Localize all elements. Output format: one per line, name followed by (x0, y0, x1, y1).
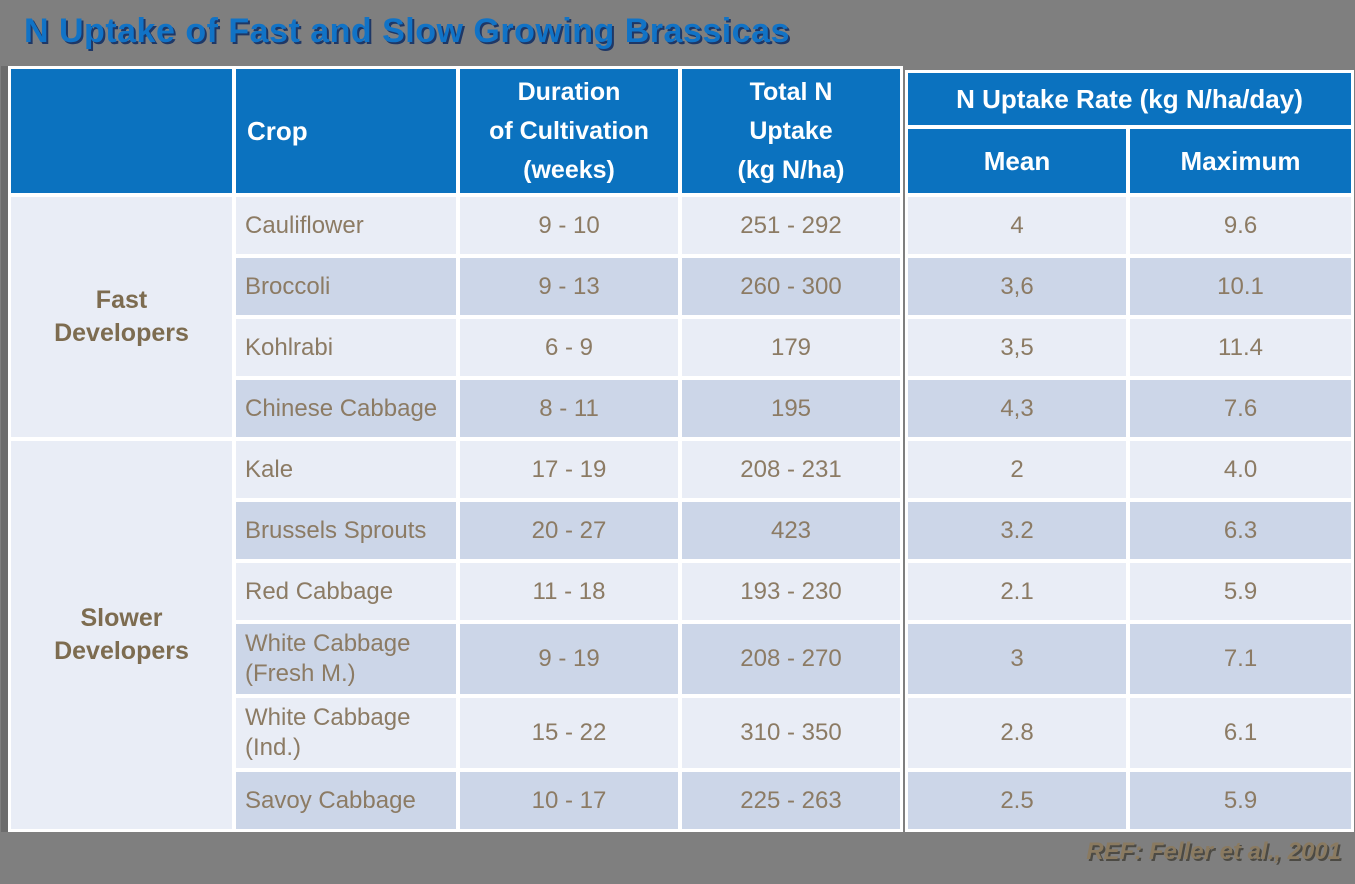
crop-cell: Kohlrabi (236, 319, 456, 376)
mean-cell: 4 (908, 197, 1126, 254)
duration-cell: 15 - 22 (460, 698, 678, 768)
header-line: Duration (517, 77, 621, 106)
crop-cell: White Cabbage (Fresh M.) (236, 624, 456, 694)
mean-cell: 3,5 (908, 319, 1126, 376)
header-line: Uptake (749, 116, 833, 145)
total-n-cell: 208 - 270 (682, 624, 900, 694)
header-corner-cell (11, 69, 232, 193)
crop-cell: White Cabbage (Ind.) (236, 698, 456, 768)
max-cell: 6.1 (1130, 698, 1351, 768)
mean-cell: 2.8 (908, 698, 1126, 768)
group-label-line: Developers (54, 637, 189, 665)
column-header-maximum: Maximum (1130, 129, 1351, 193)
total-n-cell: 179 (682, 319, 900, 376)
max-cell: 11.4 (1130, 319, 1351, 376)
group-label-line: Developers (54, 319, 189, 347)
mean-cell: 3.2 (908, 502, 1126, 559)
crop-cell: Cauliflower (236, 197, 456, 254)
mean-cell: 2 (908, 441, 1126, 498)
max-cell: 5.9 (1130, 772, 1351, 829)
crop-cell: Brussels Sprouts (236, 502, 456, 559)
total-n-cell: 208 - 231 (682, 441, 900, 498)
crop-cell: Savoy Cabbage (236, 772, 456, 829)
header-line: (weeks) (523, 155, 615, 184)
duration-cell: 20 - 27 (460, 502, 678, 559)
mean-cell: 2.5 (908, 772, 1126, 829)
uptake-rate-table: N Uptake Rate (kg N/ha/day) Mean Maximum… (905, 70, 1354, 832)
total-n-cell: 195 (682, 380, 900, 437)
group-label-slower-developers: Slower Developers (11, 441, 232, 829)
max-cell: 6.3 (1130, 502, 1351, 559)
total-n-cell: 251 - 292 (682, 197, 900, 254)
crop-cell: Chinese Cabbage (236, 380, 456, 437)
crop-cell: Broccoli (236, 258, 456, 315)
header-line: (kg N/ha) (737, 155, 845, 184)
column-header-crop: Crop (236, 69, 456, 193)
duration-cell: 9 - 13 (460, 258, 678, 315)
crop-cell: Kale (236, 441, 456, 498)
max-cell: 7.6 (1130, 380, 1351, 437)
total-n-cell: 193 - 230 (682, 563, 900, 620)
mean-cell: 2.1 (908, 563, 1126, 620)
duration-cell: 17 - 19 (460, 441, 678, 498)
duration-cell: 8 - 11 (460, 380, 678, 437)
duration-cell: 9 - 10 (460, 197, 678, 254)
total-n-cell: 225 - 263 (682, 772, 900, 829)
duration-cell: 10 - 17 (460, 772, 678, 829)
reference-citation: REF: Feller et al., 2001 (1086, 838, 1341, 865)
column-header-total-n-uptake: Total N Uptake (kg N/ha) (682, 69, 900, 193)
duration-cell: 9 - 19 (460, 624, 678, 694)
mean-cell: 4,3 (908, 380, 1126, 437)
header-line: Total N (749, 77, 833, 106)
total-n-cell: 310 - 350 (682, 698, 900, 768)
group-label-fast-developers: Fast Developers (11, 197, 232, 437)
max-cell: 9.6 (1130, 197, 1351, 254)
page-title: N Uptake of Fast and Slow Growing Brassi… (24, 12, 790, 50)
duration-cell: 11 - 18 (460, 563, 678, 620)
max-cell: 4.0 (1130, 441, 1351, 498)
duration-cell: 6 - 9 (460, 319, 678, 376)
column-header-mean: Mean (908, 129, 1126, 193)
max-cell: 5.9 (1130, 563, 1351, 620)
header-line: of Cultivation (489, 116, 649, 145)
column-header-duration: Duration of Cultivation (weeks) (460, 69, 678, 193)
mean-cell: 3 (908, 624, 1126, 694)
mean-cell: 3,6 (908, 258, 1126, 315)
group-label-line: Slower (80, 604, 163, 632)
max-cell: 7.1 (1130, 624, 1351, 694)
column-header-n-uptake-rate: N Uptake Rate (kg N/ha/day) (908, 73, 1351, 125)
total-n-cell: 260 - 300 (682, 258, 900, 315)
group-label-line: Fast (95, 286, 148, 314)
brassica-table: Crop Duration of Cultivation (weeks) Tot… (8, 66, 903, 832)
total-n-cell: 423 (682, 502, 900, 559)
max-cell: 10.1 (1130, 258, 1351, 315)
crop-cell: Red Cabbage (236, 563, 456, 620)
